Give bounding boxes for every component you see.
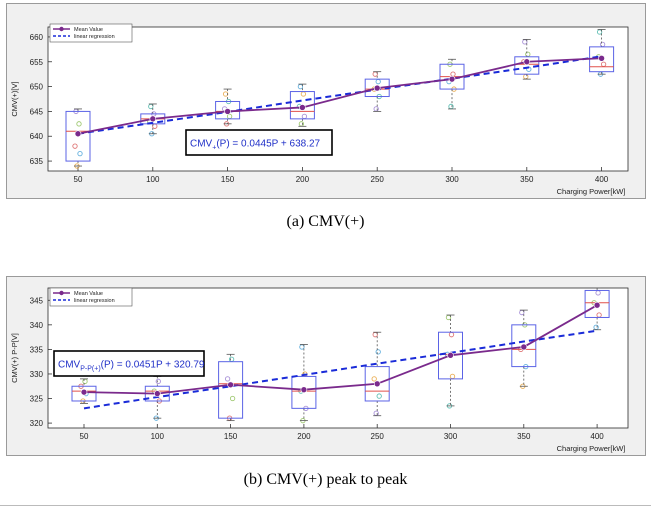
x-axis-label: Charging Power[kW]: [557, 444, 626, 453]
caption-cmv-plus-peak-to-peak: (b) CMV(+) peak to peak: [243, 471, 408, 488]
equation-suffix: (P) = 0.0445P + 638.27: [216, 139, 320, 150]
x-tick-label: 400: [590, 432, 604, 441]
equation-prefix: CMV: [58, 360, 81, 371]
box: [438, 331, 463, 380]
equation-box: [53, 350, 205, 377]
equation-suffix: (P) = 0.0451P + 320.79: [101, 360, 205, 371]
regression-line: [83, 329, 598, 410]
y-tick-label: 340: [30, 321, 44, 330]
sample-point: [229, 395, 236, 402]
y-axis-label: CMV(+) P-P[V]: [10, 333, 19, 383]
y-tick-label: 325: [30, 395, 44, 404]
regression-line: [77, 55, 602, 135]
x-tick-label: 100: [146, 175, 160, 184]
box: [65, 110, 91, 162]
x-tick-label: 50: [80, 432, 89, 441]
legend-box: [49, 287, 133, 307]
mean-point: [448, 75, 456, 83]
y-tick-label: 640: [30, 132, 44, 141]
legend-box: [49, 23, 133, 43]
mean-point: [154, 390, 161, 397]
mean-point: [299, 104, 306, 111]
sample-point: [224, 376, 231, 382]
equation-box: [185, 129, 333, 156]
x-tick-label: 250: [371, 175, 385, 184]
legend-mean-marker: [59, 290, 64, 296]
x-tick-label: 350: [517, 432, 531, 441]
mean-point: [373, 84, 381, 92]
legend-mean-label: Mean Value: [74, 291, 103, 297]
y-tick-label: 335: [30, 345, 44, 354]
mean-point: [227, 381, 234, 389]
x-tick-label: 200: [296, 175, 310, 184]
mean-point: [149, 115, 157, 123]
chart-panel-cmv-plus: 635 640 645 650 655 660 50 100 150 200 250 300 350 40…: [6, 3, 646, 199]
mean-point: [80, 388, 88, 396]
y-axis-label: CMV(+)[V]: [10, 81, 19, 116]
box: [364, 366, 390, 402]
equation-prefix: CMV: [190, 139, 213, 150]
legend-mean-marker: [59, 26, 64, 32]
regression-equation: CMVP-P(+)(P) = 0.0451P + 320.79: [58, 360, 205, 373]
x-tick-label: 300: [444, 432, 458, 441]
legend-regression-label: linear regression: [74, 34, 115, 40]
x-tick-label: 100: [151, 432, 165, 441]
sample-point: [155, 378, 161, 384]
x-tick-label: 400: [595, 175, 609, 184]
box: [291, 375, 317, 409]
x-tick-label: 150: [221, 175, 235, 184]
mean-point: [447, 351, 454, 359]
mean-point: [373, 380, 381, 388]
y-tick-label: 645: [30, 107, 44, 116]
sample-point: [376, 393, 382, 399]
box: [218, 361, 244, 419]
legend-regression-label: linear regression: [74, 298, 115, 304]
mean-point: [593, 301, 601, 309]
sample-point: [72, 143, 78, 149]
mean-point: [598, 54, 605, 62]
y-tick-label: 345: [30, 296, 44, 305]
sample-point: [77, 150, 83, 157]
x-tick-label: 250: [371, 432, 385, 441]
x-tick-label: 300: [445, 175, 459, 184]
y-tick-label: 330: [30, 370, 44, 379]
mean-point: [224, 108, 231, 115]
mean-point: [300, 386, 308, 393]
x-tick-label: 350: [520, 175, 534, 184]
sample-point: [76, 121, 82, 127]
chart-panel-cmv-plus-peak-to-peak: 320 325 330 335 340 345 50 100 150 200 250 300 350 40…: [6, 276, 646, 456]
x-tick-label: 50: [74, 175, 83, 184]
x-tick-label: 150: [224, 432, 238, 441]
caption-cmv-plus: (a) CMV(+): [286, 213, 365, 230]
y-tick-label: 320: [30, 419, 44, 428]
mean-line: [83, 304, 598, 395]
x-tick-label: 200: [297, 432, 311, 441]
y-tick-label: 635: [30, 157, 44, 166]
sample-point: [371, 376, 377, 382]
box: [511, 324, 537, 368]
box: [584, 289, 610, 318]
sample-point: [375, 349, 381, 355]
y-tick-label: 655: [30, 58, 44, 67]
box: [71, 385, 97, 402]
bottom-divider: [0, 505, 651, 506]
mean-point: [523, 58, 531, 66]
mean-point: [520, 343, 528, 351]
y-tick-label: 660: [30, 33, 44, 42]
regression-equation: CMV+(P) = 0.0445P + 638.27: [190, 139, 321, 152]
x-axis-label: Charging Power[kW]: [557, 187, 626, 196]
equation-subscript: +: [212, 145, 216, 152]
legend-mean-label: Mean Value: [74, 27, 103, 33]
equation-subscript: P-P(+): [80, 366, 100, 373]
y-tick-label: 650: [30, 83, 44, 92]
mean-line: [77, 57, 602, 135]
mean-point: [74, 130, 82, 138]
